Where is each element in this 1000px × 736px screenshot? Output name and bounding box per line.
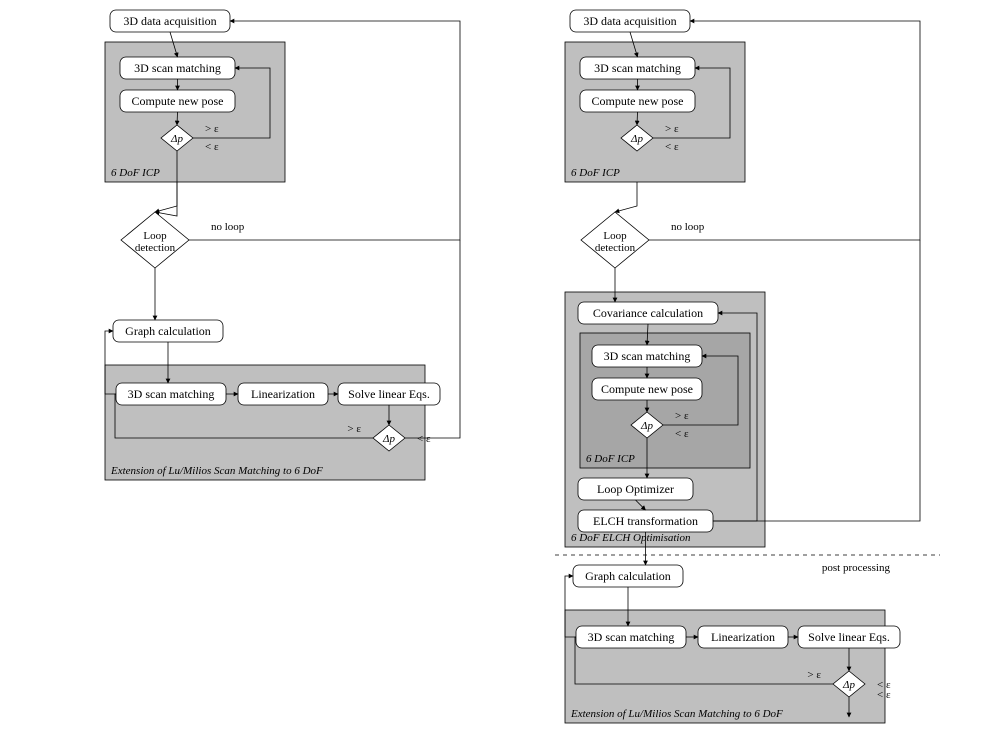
icp-groupR-caption: 6 DoF ICP: [571, 167, 620, 179]
label: > ε: [807, 669, 821, 681]
flowchart-canvas: 3D data acquisition 6 DoF ICP 3D scan matc…: [0, 0, 1000, 736]
label: Δp: [382, 433, 395, 445]
edge: [155, 182, 177, 212]
deltap: Δp: [170, 133, 183, 145]
graph-right-label: Graph calculation: [585, 569, 671, 583]
label: < ε: [877, 689, 891, 701]
lm-solve-label: Solve linear Eqs.: [348, 387, 430, 401]
compute-pose-label: Compute new pose: [132, 94, 224, 108]
graph-left-label: Graph calculation: [125, 324, 211, 338]
inner-compute-label: Compute new pose: [601, 382, 693, 396]
label: Loop: [603, 230, 627, 242]
edge: [637, 112, 638, 125]
lm-scan-label: 3D scan matching: [128, 387, 215, 401]
lm-linear-label: Linearization: [711, 630, 775, 644]
label: < ε: [675, 428, 689, 440]
label: detection: [595, 242, 636, 254]
lm-linear-label: Linearization: [251, 387, 315, 401]
icp-inner-caption: 6 DoF ICP: [586, 453, 635, 465]
lm-scan-label: 3D scan matching: [588, 630, 675, 644]
icp-groupL-caption: 6 DoF ICP: [111, 167, 160, 179]
lumilios-group-caption: Extension of Lu/Milios Scan Matching to …: [570, 708, 783, 720]
post-label: post processing: [822, 562, 891, 574]
lumilios-group: [105, 365, 425, 480]
lt-eps: < ε: [665, 141, 679, 153]
label: no loop: [671, 221, 705, 233]
gt-eps: > ε: [665, 123, 679, 135]
elch-trans-label: ELCH transformation: [593, 514, 698, 528]
elch-group-caption: 6 DoF ELCH Optimisation: [571, 532, 691, 544]
inner-scan-label: 3D scan matching: [604, 349, 691, 363]
edge: [177, 112, 178, 125]
lm-solve-label: Solve linear Eqs.: [808, 630, 890, 644]
label: > ε: [675, 410, 689, 422]
label: detection: [135, 242, 176, 254]
deltap: Δp: [630, 133, 643, 145]
label: < ε: [417, 433, 431, 445]
edge: [615, 182, 637, 212]
acq-right-label: 3D data acquisition: [583, 14, 676, 28]
cov-label: Covariance calculation: [593, 306, 703, 320]
lt-eps: < ε: [205, 141, 219, 153]
label: Loop: [143, 230, 167, 242]
acq-left-label: 3D data acquisition: [123, 14, 216, 28]
label: Δp: [640, 420, 653, 432]
compute-pose-label: Compute new pose: [592, 94, 684, 108]
gt-eps: > ε: [205, 123, 219, 135]
lumilios-group-caption: Extension of Lu/Milios Scan Matching to …: [110, 465, 323, 477]
label: no loop: [211, 221, 245, 233]
scan-match-label: 3D scan matching: [134, 61, 221, 75]
label: > ε: [347, 423, 361, 435]
scan-match-label: 3D scan matching: [594, 61, 681, 75]
loop-opt-label: Loop Optimizer: [597, 482, 674, 496]
label: Δp: [842, 679, 855, 691]
